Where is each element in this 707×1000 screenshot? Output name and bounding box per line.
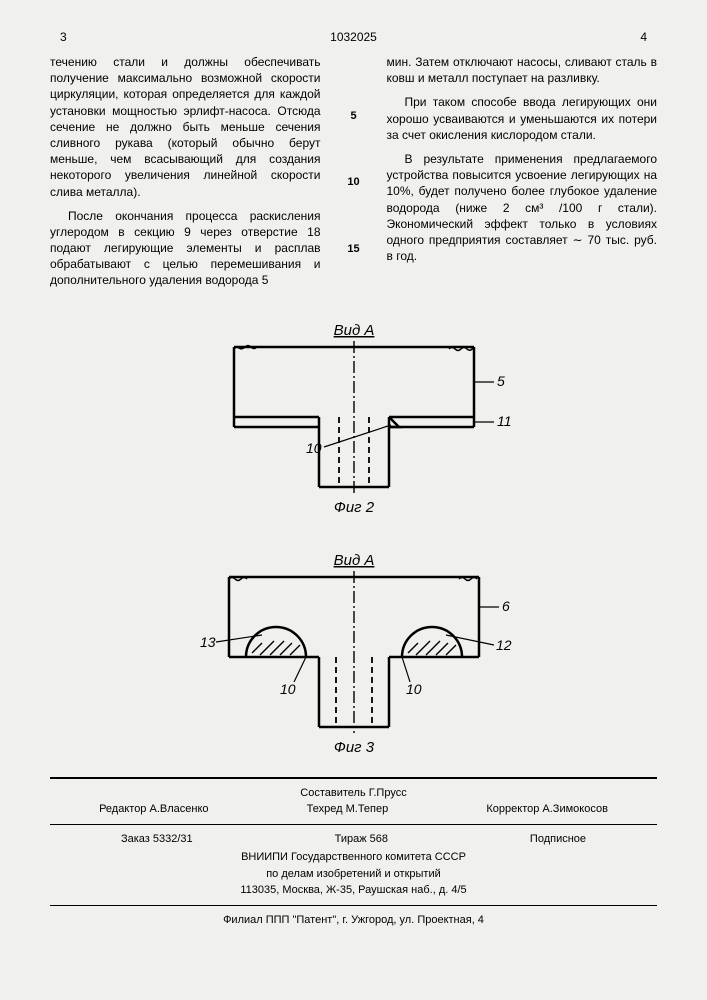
paragraph: При таком способе ввода легирующих они х… <box>387 94 658 143</box>
footer-branch: Филиал ППП "Патент", г. Ужгород, ул. Про… <box>50 912 657 929</box>
page-num-left: 3 <box>60 30 67 44</box>
figure-2: Вид А <box>194 317 514 517</box>
footer-print: Заказ 5332/31 Тираж 568 Подписное <box>50 831 657 848</box>
line-numbers: 5 10 15 <box>345 54 363 297</box>
header-row: 3 1032025 4 <box>50 30 657 44</box>
fig2-label-5: 5 <box>497 373 505 389</box>
fig2-caption-bottom: Фиг 2 <box>333 499 374 516</box>
fig3-label-10-left: 10 <box>280 681 296 697</box>
fig2-caption-top: Вид А <box>333 322 374 339</box>
column-right: мин. Затем отключают насосы, сливают ста… <box>387 54 658 297</box>
line-number: 15 <box>345 242 363 257</box>
footer-editor: Редактор А.Власенко <box>99 801 208 818</box>
fig2-label-10: 10 <box>306 440 322 456</box>
text-columns: течению стали и должны обеспечивать полу… <box>50 54 657 297</box>
fig3-label-12: 12 <box>496 637 512 653</box>
fig2-label-11: 11 <box>497 413 512 429</box>
footer-corrector: Корректор А.Зимокосов <box>486 801 608 818</box>
fig3-label-6: 6 <box>502 598 510 614</box>
footer-compiler: Составитель Г.Прусс <box>50 785 657 802</box>
paragraph: После окончания процесса раскисления угл… <box>50 208 321 289</box>
document-number: 1032025 <box>330 30 377 44</box>
paragraph: течению стали и должны обеспечивать полу… <box>50 54 321 200</box>
figure-3: Вид А <box>184 547 524 757</box>
fig3-label-10-right: 10 <box>406 681 422 697</box>
line-number: 10 <box>345 175 363 190</box>
figures-block: Вид А <box>50 317 657 757</box>
footer-techred: Техред М.Тепер <box>307 801 389 818</box>
footer-tirazh: Тираж 568 <box>335 831 388 848</box>
paragraph: мин. Затем отключают насосы, сливают ста… <box>387 54 658 86</box>
page-num-right: 4 <box>640 30 647 44</box>
footer: Составитель Г.Прусс Редактор А.Власенко … <box>50 777 657 929</box>
footer-org1: ВНИИПИ Государственного комитета СССР <box>50 849 657 866</box>
paragraph: В результате применения предлагаемого ус… <box>387 151 658 264</box>
line-number: 5 <box>345 109 363 124</box>
footer-org2: по делам изобретений и открытий <box>50 866 657 883</box>
footer-sign: Подписное <box>530 831 586 848</box>
fig3-caption-bottom: Фиг 3 <box>333 739 374 756</box>
fig3-label-13: 13 <box>200 634 216 650</box>
column-left: течению стали и должны обеспечивать полу… <box>50 54 321 297</box>
fig3-caption-top: Вид А <box>333 552 374 569</box>
footer-addr: 113035, Москва, Ж-35, Раушская наб., д. … <box>50 882 657 899</box>
footer-order: Заказ 5332/31 <box>121 831 193 848</box>
page: 3 1032025 4 течению стали и должны обесп… <box>0 0 707 1000</box>
footer-credits: Редактор А.Власенко Техред М.Тепер Корре… <box>50 801 657 818</box>
